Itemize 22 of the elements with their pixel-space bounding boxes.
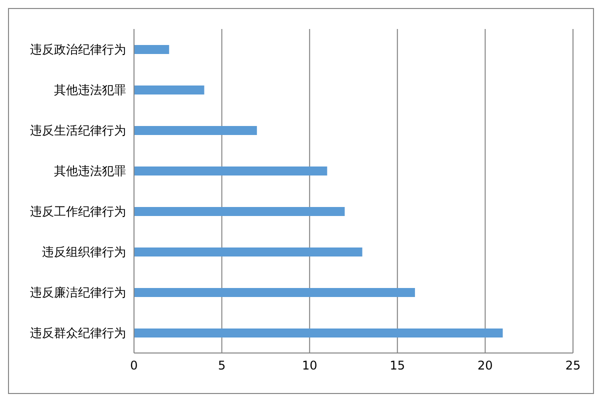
y-tick-label: 违反生活纪律行为 — [30, 124, 126, 138]
x-tick-label: 20 — [478, 358, 493, 373]
x-tick-label: 25 — [565, 358, 581, 373]
y-tick-label: 违反廉洁纪律行为 — [30, 286, 126, 300]
x-tick-label: 10 — [302, 358, 318, 373]
x-tick-label: 15 — [390, 358, 406, 373]
bar — [134, 86, 204, 94]
y-tick-label: 违反工作纪律行为 — [30, 204, 126, 219]
x-tick-label: 0 — [130, 358, 138, 373]
bar — [134, 166, 328, 176]
bar — [134, 126, 257, 135]
y-tick-label: 其他违法犯罪 — [54, 83, 126, 98]
bar — [134, 328, 503, 338]
y-tick-label: 违反组织律行为 — [42, 245, 126, 260]
y-tick-label: 违反群众纪律行为 — [30, 326, 126, 340]
bar — [134, 45, 170, 54]
y-tick-label: 违反政治纪律行为 — [30, 42, 126, 57]
bar — [134, 207, 345, 216]
x-tick-label: 5 — [218, 358, 226, 373]
bar — [134, 248, 362, 256]
bar — [134, 288, 415, 297]
y-tick-label: 其他违法犯罪 — [54, 164, 126, 178]
